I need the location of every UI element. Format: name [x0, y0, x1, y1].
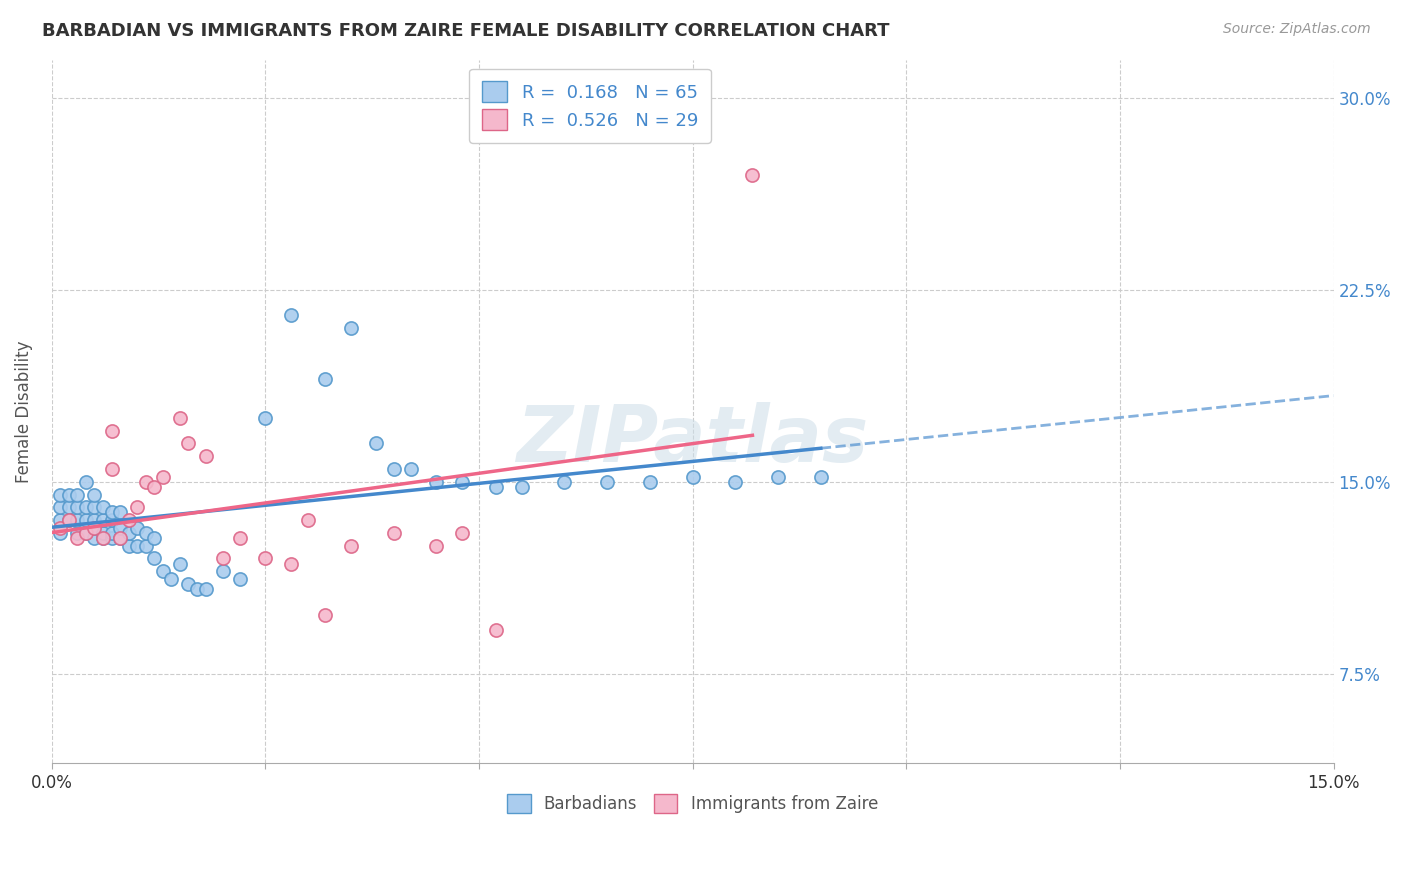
Point — [211, 564, 233, 578]
Point — [49, 487, 72, 501]
Point — [127, 521, 149, 535]
Point — [91, 513, 114, 527]
Point — [314, 372, 336, 386]
Point — [229, 531, 252, 545]
Point — [169, 557, 191, 571]
Point — [280, 557, 302, 571]
Point — [553, 475, 575, 489]
Point — [66, 531, 89, 545]
Point — [724, 475, 747, 489]
Point — [194, 582, 217, 596]
Point — [254, 551, 277, 566]
Point — [108, 531, 131, 545]
Point — [135, 539, 157, 553]
Point — [83, 500, 105, 515]
Point — [366, 436, 388, 450]
Point — [229, 572, 252, 586]
Point — [83, 521, 105, 535]
Point — [340, 321, 363, 335]
Point — [100, 525, 122, 540]
Point — [49, 513, 72, 527]
Point — [152, 564, 174, 578]
Text: Source: ZipAtlas.com: Source: ZipAtlas.com — [1223, 22, 1371, 37]
Point — [49, 500, 72, 515]
Point — [100, 424, 122, 438]
Point — [766, 469, 789, 483]
Point — [127, 539, 149, 553]
Point — [75, 475, 97, 489]
Point — [177, 577, 200, 591]
Point — [118, 525, 141, 540]
Point — [66, 487, 89, 501]
Point — [177, 436, 200, 450]
Point — [135, 525, 157, 540]
Point — [135, 475, 157, 489]
Legend: Barbadians, Immigrants from Zaire: Barbadians, Immigrants from Zaire — [495, 782, 890, 825]
Point — [399, 462, 422, 476]
Point — [108, 531, 131, 545]
Point — [596, 475, 619, 489]
Point — [160, 572, 183, 586]
Text: BARBADIAN VS IMMIGRANTS FROM ZAIRE FEMALE DISABILITY CORRELATION CHART: BARBADIAN VS IMMIGRANTS FROM ZAIRE FEMAL… — [42, 22, 890, 40]
Point — [75, 525, 97, 540]
Point — [297, 513, 319, 527]
Point — [280, 309, 302, 323]
Point — [340, 539, 363, 553]
Point — [425, 475, 447, 489]
Point — [58, 513, 80, 527]
Point — [83, 513, 105, 527]
Point — [75, 500, 97, 515]
Point — [741, 168, 763, 182]
Point — [143, 551, 166, 566]
Point — [143, 531, 166, 545]
Point — [75, 513, 97, 527]
Point — [682, 469, 704, 483]
Point — [451, 525, 474, 540]
Point — [91, 531, 114, 545]
Point — [485, 480, 508, 494]
Point — [83, 521, 105, 535]
Point — [510, 480, 533, 494]
Point — [83, 487, 105, 501]
Point — [66, 525, 89, 540]
Point — [382, 525, 405, 540]
Point — [49, 521, 72, 535]
Point — [83, 531, 105, 545]
Point — [100, 505, 122, 519]
Point — [810, 469, 832, 483]
Point — [58, 513, 80, 527]
Point — [485, 623, 508, 637]
Point — [66, 513, 89, 527]
Point — [143, 480, 166, 494]
Point — [58, 487, 80, 501]
Point — [194, 449, 217, 463]
Point — [186, 582, 208, 596]
Point — [100, 462, 122, 476]
Point — [118, 539, 141, 553]
Text: ZIPatlas: ZIPatlas — [516, 401, 869, 477]
Point — [100, 531, 122, 545]
Point — [314, 607, 336, 622]
Point — [169, 410, 191, 425]
Point — [66, 500, 89, 515]
Point — [254, 410, 277, 425]
Point — [108, 521, 131, 535]
Point — [127, 500, 149, 515]
Point — [100, 513, 122, 527]
Y-axis label: Female Disability: Female Disability — [15, 340, 32, 483]
Point — [638, 475, 661, 489]
Point — [75, 525, 97, 540]
Point — [49, 525, 72, 540]
Point — [382, 462, 405, 476]
Point — [108, 505, 131, 519]
Point — [425, 539, 447, 553]
Point — [91, 500, 114, 515]
Point — [118, 513, 141, 527]
Point — [451, 475, 474, 489]
Point — [91, 525, 114, 540]
Point — [152, 469, 174, 483]
Point — [58, 500, 80, 515]
Point — [91, 531, 114, 545]
Point — [211, 551, 233, 566]
